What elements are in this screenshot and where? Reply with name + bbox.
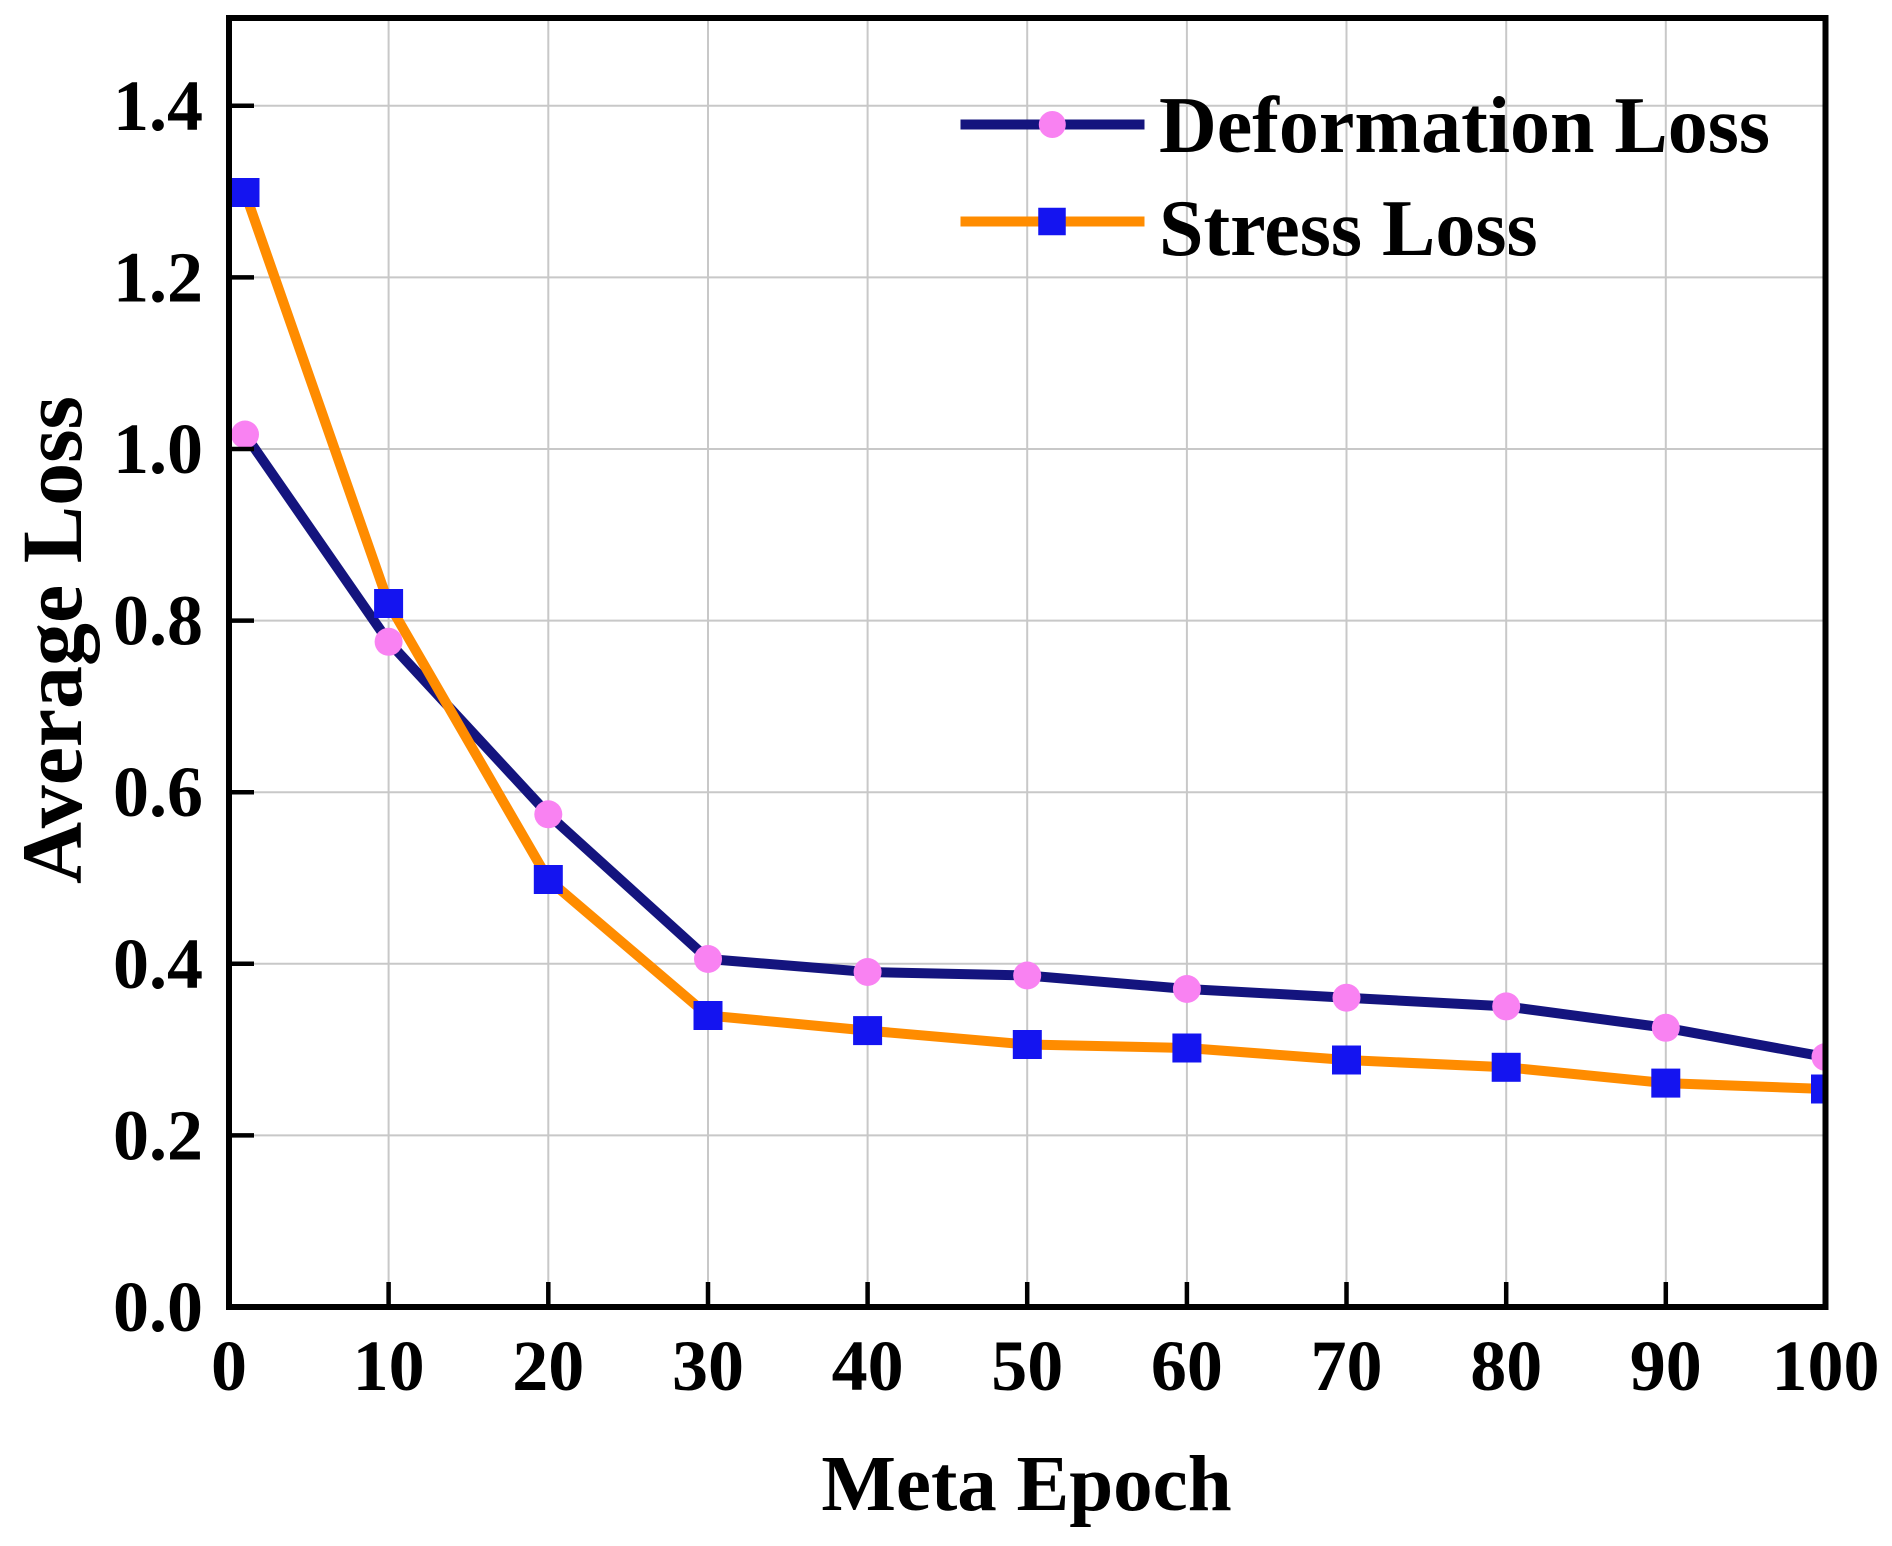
- svg-text:0.4: 0.4: [113, 924, 203, 1004]
- svg-text:30: 30: [672, 1326, 744, 1406]
- svg-text:80: 80: [1470, 1326, 1542, 1406]
- svg-text:0.8: 0.8: [113, 581, 203, 661]
- svg-text:Average Loss: Average Loss: [4, 396, 100, 884]
- svg-text:0: 0: [211, 1326, 247, 1406]
- svg-text:Meta Epoch: Meta Epoch: [821, 1441, 1231, 1528]
- svg-text:100: 100: [1772, 1326, 1880, 1406]
- svg-text:90: 90: [1630, 1326, 1702, 1406]
- svg-text:40: 40: [832, 1326, 904, 1406]
- svg-text:60: 60: [1151, 1326, 1223, 1406]
- svg-text:50: 50: [991, 1326, 1063, 1406]
- svg-text:Deformation Loss: Deformation Loss: [1159, 82, 1770, 170]
- svg-text:0.2: 0.2: [113, 1095, 203, 1175]
- svg-text:Stress Loss: Stress Loss: [1159, 185, 1538, 273]
- svg-text:1.2: 1.2: [113, 237, 203, 317]
- svg-text:20: 20: [512, 1326, 584, 1406]
- svg-text:1.0: 1.0: [113, 409, 203, 489]
- svg-text:10: 10: [353, 1326, 425, 1406]
- svg-text:0.0: 0.0: [113, 1267, 203, 1347]
- svg-text:1.4: 1.4: [113, 66, 203, 146]
- svg-text:0.6: 0.6: [113, 752, 203, 832]
- svg-text:70: 70: [1311, 1326, 1383, 1406]
